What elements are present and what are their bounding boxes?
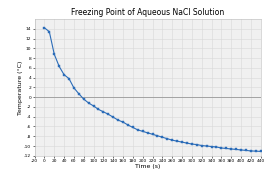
X-axis label: Time (s): Time (s) [135, 164, 160, 169]
Y-axis label: Temperature (°C): Temperature (°C) [18, 60, 23, 115]
Title: Freezing Point of Aqueous NaCl Solution: Freezing Point of Aqueous NaCl Solution [71, 8, 224, 17]
